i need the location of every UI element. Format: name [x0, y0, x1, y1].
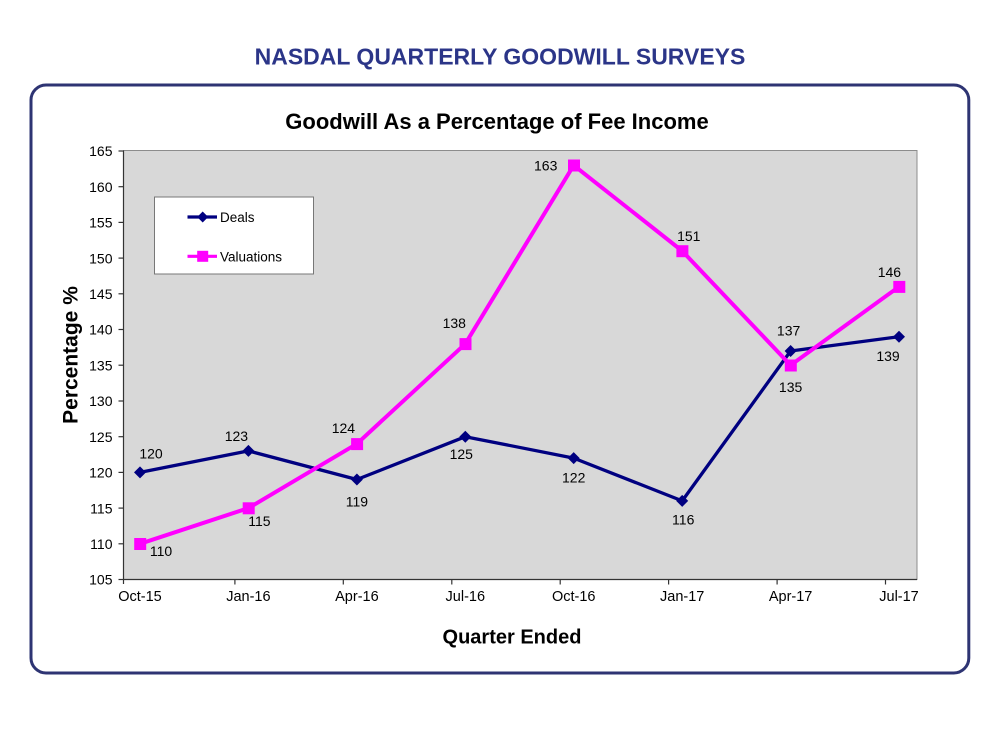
svg-text:Quarter Ended: Quarter Ended: [443, 627, 582, 649]
svg-text:Deals: Deals: [220, 210, 255, 225]
svg-text:110: 110: [90, 536, 113, 552]
svg-text:116: 116: [672, 512, 695, 528]
svg-text:150: 150: [89, 250, 113, 266]
svg-text:120: 120: [139, 446, 163, 462]
svg-text:105: 105: [89, 572, 113, 588]
svg-text:Goodwill As a Percentage of Fe: Goodwill As a Percentage of Fee Income: [285, 109, 708, 134]
svg-text:125: 125: [89, 429, 113, 445]
svg-text:138: 138: [443, 315, 467, 331]
svg-text:135: 135: [89, 357, 113, 373]
svg-text:123: 123: [225, 428, 249, 444]
svg-text:146: 146: [878, 264, 902, 280]
svg-text:140: 140: [89, 322, 113, 338]
svg-text:119: 119: [346, 494, 369, 510]
svg-text:Jan-16: Jan-16: [226, 589, 270, 605]
svg-text:Jul-16: Jul-16: [446, 589, 486, 605]
svg-text:163: 163: [534, 157, 558, 173]
svg-text:Apr-17: Apr-17: [769, 589, 813, 605]
svg-text:145: 145: [89, 286, 113, 302]
svg-text:110: 110: [150, 543, 173, 559]
svg-text:137: 137: [777, 323, 801, 339]
svg-text:NASDAL QUARTERLY GOODWILL SURV: NASDAL QUARTERLY GOODWILL SURVEYS: [255, 44, 746, 70]
svg-text:Oct-15: Oct-15: [118, 589, 162, 605]
svg-text:Apr-16: Apr-16: [335, 589, 379, 605]
svg-text:130: 130: [89, 393, 113, 409]
svg-text:151: 151: [677, 228, 701, 244]
svg-text:115: 115: [90, 500, 113, 516]
svg-text:120: 120: [89, 465, 113, 481]
svg-text:155: 155: [89, 215, 113, 231]
svg-text:122: 122: [562, 470, 586, 486]
svg-text:165: 165: [89, 143, 113, 159]
svg-text:125: 125: [450, 446, 474, 462]
svg-text:Jan-17: Jan-17: [660, 589, 704, 605]
svg-text:Percentage %: Percentage %: [60, 286, 83, 424]
svg-text:Jul-17: Jul-17: [879, 589, 919, 605]
svg-text:135: 135: [779, 379, 803, 395]
svg-text:160: 160: [89, 179, 113, 195]
svg-text:139: 139: [876, 348, 900, 364]
svg-text:124: 124: [332, 420, 356, 436]
svg-text:Oct-16: Oct-16: [552, 589, 596, 605]
svg-text:115: 115: [248, 513, 271, 529]
svg-text:Valuations: Valuations: [220, 249, 282, 264]
